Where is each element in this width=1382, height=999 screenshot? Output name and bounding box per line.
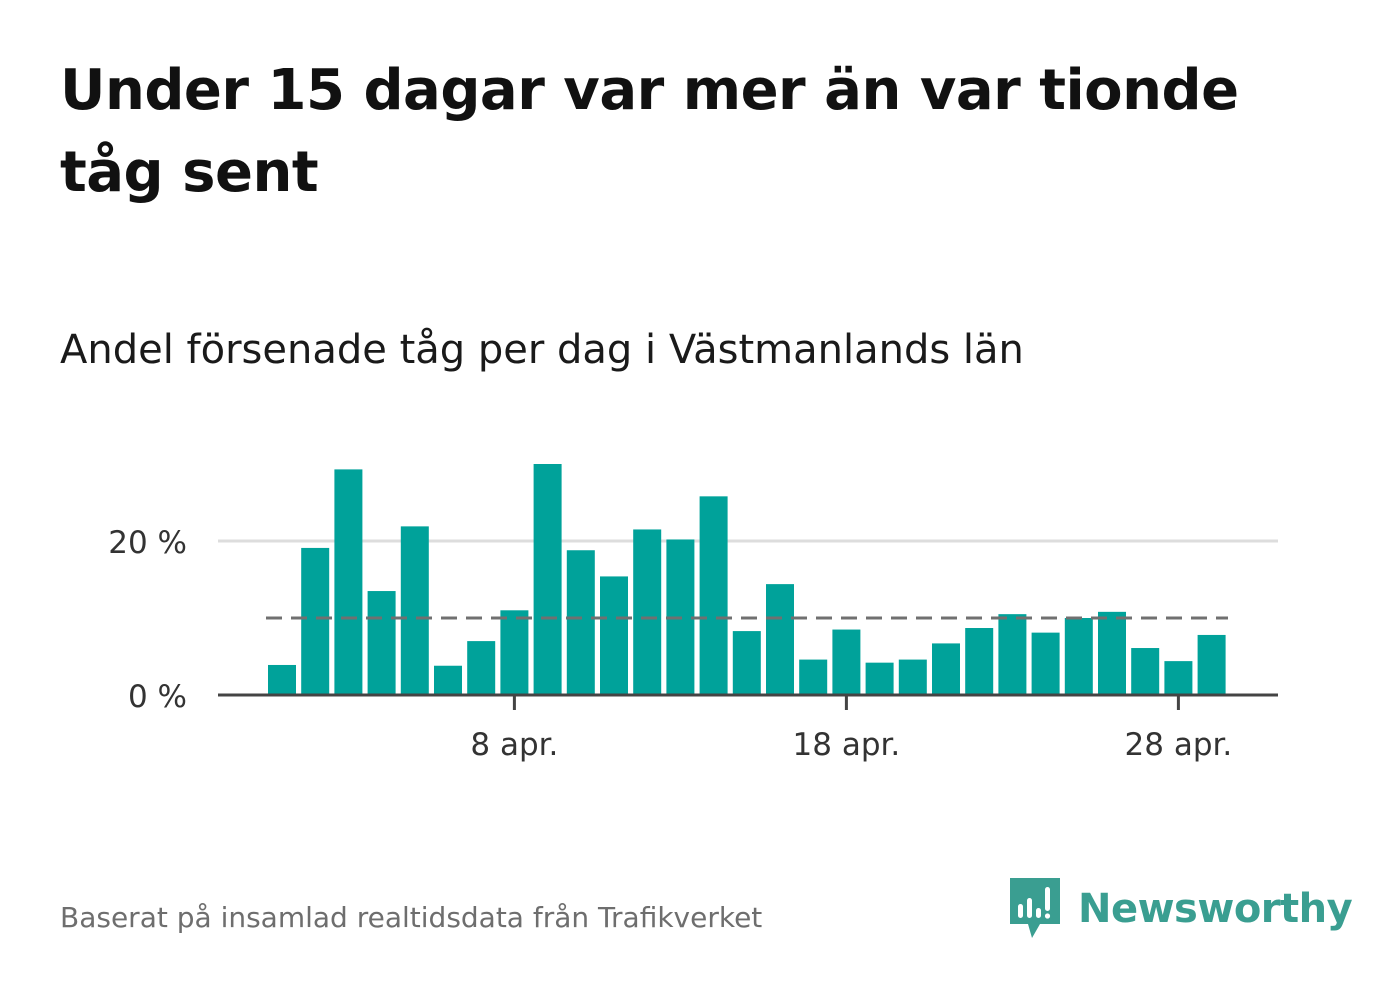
bar [400, 526, 429, 695]
bar [965, 628, 994, 695]
bar [268, 664, 296, 695]
bar [699, 496, 728, 695]
bar [865, 662, 894, 695]
newsworthy-logo-icon [1010, 878, 1060, 938]
y-tick-label: 20 % [108, 525, 187, 561]
bar [832, 629, 861, 695]
bars [268, 464, 1226, 695]
bar [1098, 611, 1126, 695]
bar [1164, 661, 1193, 695]
bar [898, 659, 927, 695]
bar [633, 529, 662, 695]
bar [600, 576, 628, 695]
bar [1064, 618, 1093, 695]
bar [799, 659, 828, 695]
bar [500, 610, 529, 695]
source-note: Baserat på insamlad realtidsdata från Tr… [60, 901, 763, 934]
bar [434, 665, 462, 695]
bar [533, 464, 562, 695]
x-tick-label: 28 apr. [1125, 727, 1233, 763]
y-tick-label: 0 % [128, 679, 187, 715]
chart-title: Under 15 dagar var mer än var tionde tåg… [60, 58, 1239, 205]
chart-subtitle: Andel försenade tåg per dag i Västmanlan… [60, 327, 1024, 373]
bar [1031, 632, 1060, 695]
x-tick-label: 18 apr. [793, 727, 901, 763]
bar [566, 550, 595, 695]
bar [766, 584, 794, 695]
x-tick-label: 8 apr. [470, 727, 558, 763]
bar [367, 591, 396, 695]
bar [732, 631, 761, 695]
brand-logo: Newsworthy [1010, 878, 1353, 940]
bar [998, 614, 1027, 695]
bar [467, 641, 496, 695]
bar [334, 469, 363, 695]
axes: 0 % 20 % 8 apr. 18 apr. 28 apr. [108, 525, 1278, 763]
brand-name: Newsworthy [1078, 886, 1353, 932]
bar [932, 643, 960, 695]
bar-chart: 0 % 20 % 8 apr. 18 apr. 28 apr. [108, 464, 1278, 763]
bar [301, 547, 330, 695]
bar [1197, 634, 1226, 695]
bar [1131, 648, 1160, 695]
